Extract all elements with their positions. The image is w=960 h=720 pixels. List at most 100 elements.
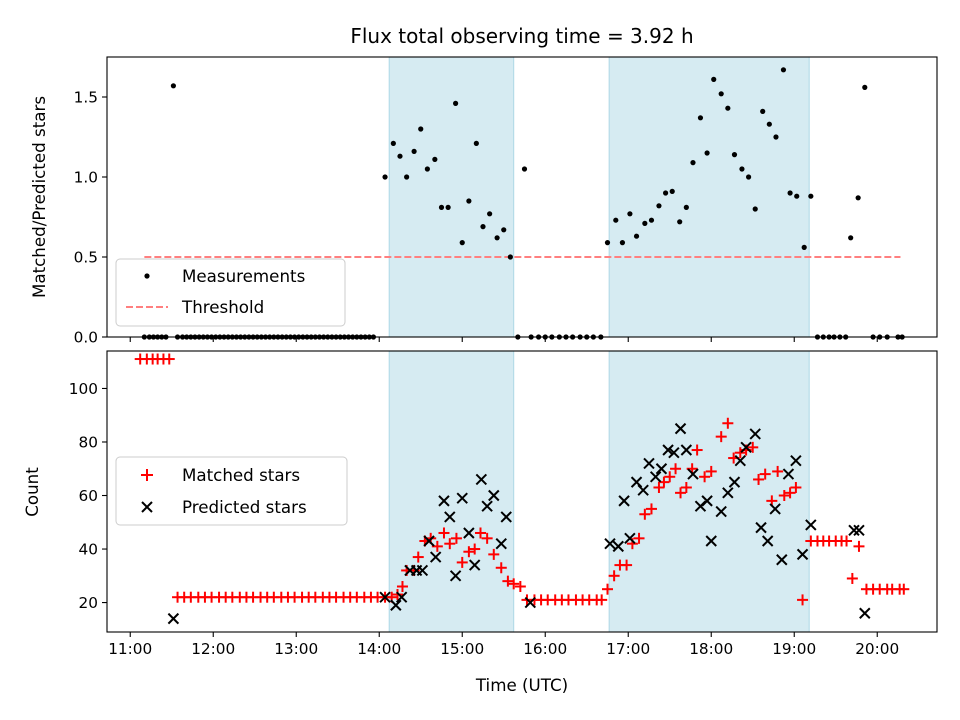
measurement-point bbox=[794, 193, 800, 199]
predicted-star-point bbox=[769, 503, 781, 515]
matched-star-point bbox=[392, 589, 403, 601]
y-tick-label: 60 bbox=[79, 487, 98, 505]
observing-interval-band bbox=[608, 56, 810, 338]
predicted-star-point bbox=[488, 489, 500, 502]
matched-star-point bbox=[450, 532, 462, 544]
predicted-star-point bbox=[687, 468, 699, 480]
matched-star-point bbox=[705, 465, 717, 477]
measurement-point bbox=[739, 166, 745, 172]
measurement-point bbox=[780, 67, 787, 73]
predicted-star-point bbox=[848, 524, 860, 537]
predicted-stars-points bbox=[167, 422, 871, 625]
measurement-point bbox=[418, 126, 424, 132]
measurement-point bbox=[683, 204, 689, 210]
predicted-star-point bbox=[728, 476, 741, 488]
matched-star-point bbox=[715, 431, 727, 443]
measurement-point bbox=[613, 217, 619, 223]
measurement-point bbox=[731, 152, 738, 158]
matched-star-point bbox=[853, 540, 865, 552]
measurement-point bbox=[390, 140, 396, 146]
ratio-panel: 0.0 0.5 1.0 1.5 Matched/Predicted stars Mea… bbox=[29, 56, 938, 347]
measurement-point bbox=[411, 148, 417, 154]
measurement-point bbox=[170, 83, 176, 89]
predicted-star-point bbox=[649, 471, 662, 483]
matched-star-point bbox=[722, 417, 734, 429]
predicted-star-point bbox=[655, 463, 668, 475]
predicted-star-point bbox=[755, 521, 767, 534]
matched-star-point bbox=[621, 559, 633, 571]
observing-intervals bbox=[388, 56, 810, 338]
ratio-y-ticks: 0.0 0.5 1.0 1.5 bbox=[74, 89, 107, 347]
matched-star-point bbox=[898, 583, 910, 595]
predicted-star-point bbox=[722, 487, 734, 499]
x-tick-label: 12:00 bbox=[191, 640, 235, 658]
predicted-star-point bbox=[390, 599, 402, 611]
x-tick-label: 18:00 bbox=[689, 640, 733, 658]
matched-star-point bbox=[699, 471, 711, 483]
matched-star-point bbox=[412, 551, 424, 563]
predicted-star-point bbox=[674, 422, 687, 435]
matched-star-point bbox=[438, 527, 450, 539]
legend-matched-marker bbox=[141, 469, 153, 481]
y-tick-label: 20 bbox=[79, 594, 98, 612]
matched-star-point bbox=[456, 556, 468, 568]
measurement-point bbox=[656, 203, 662, 209]
measurement-point bbox=[801, 244, 807, 250]
matched-star-point bbox=[675, 487, 687, 499]
matched-star-point bbox=[784, 487, 796, 499]
observing-interval-band bbox=[388, 56, 515, 338]
predicted-star-point bbox=[449, 570, 462, 582]
predicted-star-point bbox=[701, 495, 713, 507]
predicted-star-point bbox=[776, 554, 788, 566]
predicted-star-point bbox=[705, 535, 717, 547]
matched-star-point bbox=[633, 532, 645, 544]
predicted-star-point bbox=[662, 444, 674, 456]
measurement-point bbox=[760, 108, 766, 114]
measurement-point bbox=[862, 84, 868, 90]
matched-star-point bbox=[653, 481, 665, 493]
x-axis-label: Time (UTC) bbox=[475, 675, 568, 695]
predicted-star-point bbox=[500, 511, 512, 523]
measurement-point bbox=[669, 188, 675, 194]
count-y-axis-label: Count bbox=[22, 467, 42, 517]
predicted-star-point bbox=[805, 519, 817, 531]
measurement-point bbox=[473, 140, 479, 146]
matched-star-point bbox=[664, 471, 676, 483]
count-axes-frame bbox=[106, 350, 938, 633]
legend-measurements-marker bbox=[144, 273, 150, 279]
measurement-point bbox=[397, 153, 403, 159]
legend-matched-label: Matched stars bbox=[182, 465, 300, 485]
count-panel: 20 40 60 80 100 11:00 12:00 13:00 14:00 15:00 16:… bbox=[22, 350, 938, 695]
predicted-star-point bbox=[167, 612, 180, 625]
measurement-point bbox=[662, 190, 669, 196]
measurement-point bbox=[725, 105, 731, 111]
y-tick-label: 1.5 bbox=[74, 89, 98, 107]
legend-measurements-label: Measurements bbox=[182, 266, 305, 286]
measurement-point bbox=[466, 198, 472, 204]
predicted-star-point bbox=[416, 564, 429, 577]
predicted-star-point bbox=[859, 607, 871, 619]
predicted-star-point bbox=[782, 468, 795, 480]
predicted-star-point bbox=[604, 537, 616, 550]
matched-star-point bbox=[514, 581, 526, 593]
predicted-star-point bbox=[749, 428, 761, 440]
matched-star-point bbox=[444, 538, 456, 550]
predicted-star-point bbox=[740, 441, 752, 454]
predicted-star-point bbox=[668, 446, 680, 459]
measurement-point bbox=[432, 156, 438, 162]
figure-title: Flux total observing time = 3.92 h bbox=[350, 24, 693, 48]
x-tick-label: 16:00 bbox=[523, 640, 567, 658]
measurement-point bbox=[445, 204, 451, 210]
x-tick-label: 13:00 bbox=[274, 640, 318, 658]
matched-star-point bbox=[797, 594, 809, 606]
ratio-legend: Measurements Threshold bbox=[115, 258, 346, 327]
legend-predicted-label: Predicted stars bbox=[182, 497, 307, 517]
predicted-star-point bbox=[481, 500, 493, 512]
predicted-star-point bbox=[643, 457, 655, 470]
y-tick-label: 0.0 bbox=[74, 329, 98, 347]
measurement-point bbox=[507, 254, 513, 260]
matched-star-point bbox=[502, 575, 514, 587]
matched-star-point bbox=[639, 508, 651, 520]
ratio-axes-frame bbox=[106, 56, 938, 338]
